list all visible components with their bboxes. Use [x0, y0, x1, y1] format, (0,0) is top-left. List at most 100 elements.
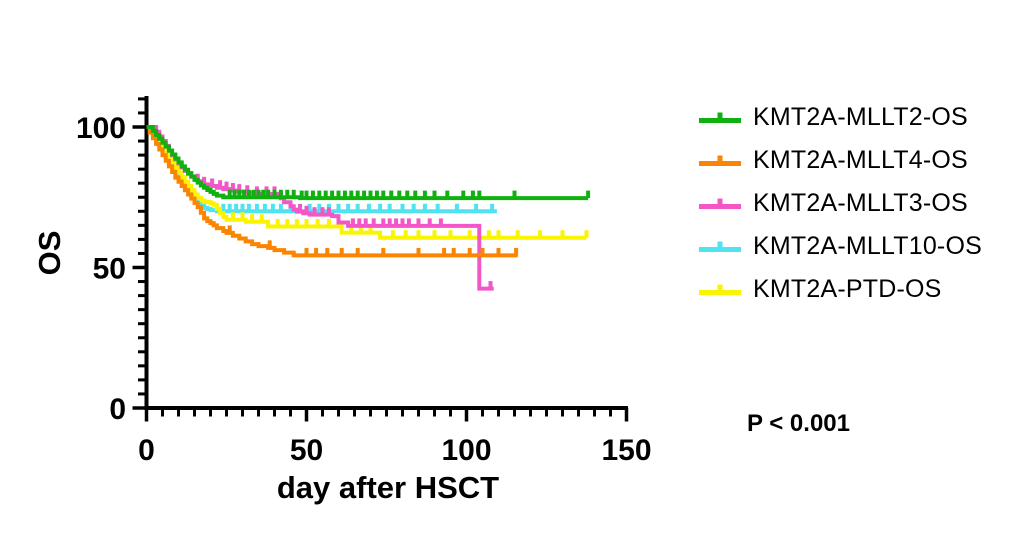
x-axis-title: day after HSCT — [277, 470, 499, 505]
censor-mark-KMT2A-MLLT10-OS — [270, 203, 275, 212]
censor-mark-KMT2A-MLLT3-OS — [320, 207, 325, 215]
censor-mark-KMT2A-MLLT3-OS — [406, 218, 411, 226]
censor-mark-KMT2A-PTD-OS — [230, 212, 235, 220]
censor-mark-KMT2A-MLLT3-OS — [230, 183, 235, 191]
censor-mark-KMT2A-PTD-OS — [560, 230, 565, 238]
censor-mark-KMT2A-MLLT2-OS — [397, 190, 402, 199]
censor-mark-KMT2A-MLLT2-OS — [349, 190, 354, 199]
censor-mark-KMT2A-MLLT2-OS — [405, 190, 410, 199]
legend-item: KMT2A-PTD-OS — [698, 268, 982, 311]
censor-mark-KMT2A-MLLT2-OS — [242, 189, 247, 198]
censor-mark-KMT2A-MLLT2-OS — [336, 190, 341, 199]
censor-mark-KMT2A-PTD-OS — [315, 218, 320, 227]
p-value-text: < 0.001 — [762, 410, 850, 437]
legend-item: KMT2A-MLLT10-OS — [698, 225, 982, 268]
censor-mark-KMT2A-MLLT2-OS — [285, 189, 290, 198]
censor-mark-KMT2A-MLLT2-OS — [291, 189, 296, 198]
censor-mark-KMT2A-MLLT4-OS — [355, 247, 360, 256]
censor-mark-KMT2A-PTD-OS — [496, 230, 501, 238]
censor-mark-KMT2A-PTD-OS — [349, 225, 354, 233]
censor-mark-KMT2A-MLLT3-OS — [427, 218, 432, 226]
censor-mark-KMT2A-MLLT4-OS — [304, 247, 309, 256]
censor-mark-KMT2A-MLLT4-OS — [451, 247, 456, 256]
censor-mark-KMT2A-MLLT3-OS — [237, 184, 242, 192]
legend-label: KMT2A-PTD-OS — [753, 275, 942, 303]
censor-mark-KMT2A-MLLT10-OS — [307, 203, 312, 212]
censor-mark-KMT2A-MLLT10-OS — [227, 203, 232, 212]
censor-mark-KMT2A-PTD-OS — [294, 218, 299, 227]
censor-mark-KMT2A-MLLT10-OS — [400, 203, 405, 212]
legend-label: KMT2A-MLLT3-OS — [753, 189, 968, 217]
censor-mark-KMT2A-MLLT4-OS — [442, 247, 447, 256]
legend-swatch-line-icon — [699, 112, 741, 123]
censor-mark-KMT2A-MLLT2-OS — [432, 190, 437, 199]
p-value-symbol: P — [747, 410, 763, 437]
censor-mark-KMT2A-MLLT3-OS — [210, 178, 215, 187]
censor-mark-KMT2A-MLLT2-OS — [362, 190, 367, 199]
censor-mark-KMT2A-MLLT4-OS — [381, 247, 386, 256]
censor-mark-KMT2A-MLLT10-OS — [435, 203, 440, 212]
p-value-label: P < 0.001 — [747, 410, 850, 438]
censor-mark-KMT2A-MLLT2-OS — [323, 190, 328, 199]
legend-swatch-line-icon — [699, 198, 741, 209]
legend-censor-tick — [717, 198, 723, 206]
censor-mark-KMT2A-MLLT2-OS — [227, 189, 232, 198]
censor-mark-KMT2A-MLLT10-OS — [317, 203, 322, 212]
censor-mark-KMT2A-PTD-OS — [275, 218, 280, 227]
censor-mark-KMT2A-PTD-OS — [326, 218, 331, 227]
censor-mark-KMT2A-MLLT2-OS — [422, 190, 427, 199]
censor-mark-KMT2A-MLLT10-OS — [490, 203, 495, 212]
censor-mark-KMT2A-MLLT2-OS — [256, 189, 261, 198]
legend-censor-tick — [717, 241, 723, 249]
censor-mark-KMT2A-MLLT4-OS — [496, 247, 501, 256]
censor-mark-KMT2A-MLLT2-OS — [413, 190, 418, 199]
x-tick-label: 0 — [138, 434, 155, 467]
censor-mark-KMT2A-MLLT3-OS — [416, 218, 421, 226]
legend-item: KMT2A-MLLT4-OS — [698, 139, 982, 182]
y-tick-label: 100 — [76, 112, 126, 145]
censor-mark-KMT2A-PTD-OS — [390, 230, 395, 238]
censor-mark-KMT2A-PTD-OS — [403, 230, 408, 238]
censor-mark-KMT2A-MLLT2-OS — [304, 190, 309, 199]
censor-mark-KMT2A-MLLT2-OS — [512, 190, 517, 199]
labels-layer: day after HSCT OS — [32, 231, 499, 505]
censor-mark-KMT2A-MLLT2-OS — [586, 190, 591, 199]
censor-mark-KMT2A-MLLT2-OS — [317, 190, 322, 199]
censor-mark-KMT2A-PTD-OS — [416, 230, 421, 238]
censor-mark-KMT2A-MLLT4-OS — [416, 247, 421, 256]
legend-swatch-line-icon — [699, 284, 741, 295]
censor-mark-KMT2A-PTD-OS — [240, 212, 245, 220]
legend-item: KMT2A-MLLT2-OS — [698, 96, 982, 139]
censor-mark-KMT2A-MLLT2-OS — [261, 189, 266, 198]
censor-mark-KMT2A-MLLT2-OS — [251, 189, 256, 198]
censor-mark-KMT2A-MLLT10-OS — [454, 203, 459, 212]
legend-label: KMT2A-MLLT2-OS — [753, 103, 968, 131]
legend-item: KMT2A-MLLT3-OS — [698, 182, 982, 225]
censor-mark-KMT2A-MLLT2-OS — [232, 189, 237, 198]
censor-mark-KMT2A-MLLT2-OS — [461, 190, 466, 199]
censor-mark-KMT2A-MLLT10-OS — [221, 203, 226, 212]
censor-mark-KMT2A-MLLT4-OS — [467, 247, 472, 256]
censor-mark-KMT2A-MLLT4-OS — [514, 247, 519, 256]
censor-mark-KMT2A-MLLT4-OS — [480, 247, 485, 256]
censor-mark-KMT2A-MLLT3-OS — [195, 173, 200, 182]
censor-mark-KMT2A-MLLT10-OS — [346, 203, 351, 212]
censor-mark-KMT2A-MLLT2-OS — [470, 190, 475, 199]
censor-mark-KMT2A-MLLT10-OS — [422, 203, 427, 212]
series-curve-KMT2A-MLLT2-OS — [146, 125, 589, 201]
y-tick-label: 50 — [93, 253, 126, 286]
censor-mark-KMT2A-MLLT10-OS — [355, 203, 360, 212]
censor-mark-KMT2A-PTD-OS — [358, 225, 363, 233]
censor-mark-KMT2A-MLLT4-OS — [325, 247, 330, 256]
censor-mark-KMT2A-MLLT3-OS — [387, 218, 392, 226]
censor-mark-KMT2A-MLLT2-OS — [330, 190, 335, 199]
censor-mark-KMT2A-MLLT2-OS — [278, 189, 283, 198]
censor-mark-KMT2A-MLLT2-OS — [266, 189, 271, 198]
axes-layer: 0 50 100 150 0 50 100 — [76, 96, 652, 467]
censor-mark-KMT2A-MLLT10-OS — [411, 203, 416, 212]
censor-mark-KMT2A-MLLT2-OS — [368, 190, 373, 199]
censor-mark-KMT2A-PTD-OS — [467, 230, 472, 238]
censor-mark-KMT2A-PTD-OS — [515, 230, 520, 238]
censor-mark-KMT2A-MLLT2-OS — [237, 189, 242, 198]
censor-mark-KMT2A-MLLT4-OS — [227, 225, 232, 233]
